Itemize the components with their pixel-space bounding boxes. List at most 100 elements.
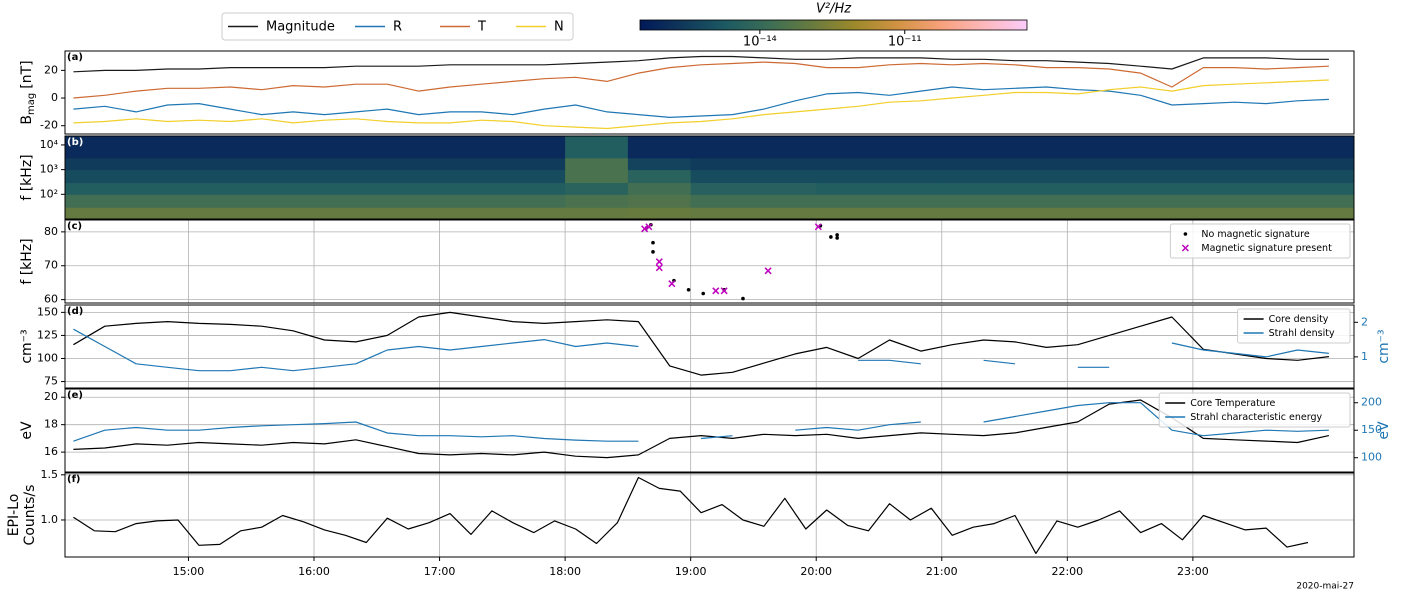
y-label: Counts/s xyxy=(22,485,38,546)
y-label-main: B xyxy=(19,115,35,125)
x-tick-label: 18:00 xyxy=(549,565,581,578)
heat-cell xyxy=(439,182,566,195)
heat-cell xyxy=(816,182,943,195)
point xyxy=(645,223,653,231)
point xyxy=(835,236,839,240)
y-tick-label: 1.0 xyxy=(41,513,59,526)
y-tick-label: 150 xyxy=(37,305,58,318)
heat-cell xyxy=(1192,194,1354,208)
y-tick-label: 18 xyxy=(44,418,58,431)
y-tick-label: 70 xyxy=(44,259,58,272)
legend-label: T xyxy=(477,20,486,35)
y-label: EPI-Lo xyxy=(6,494,22,537)
heat-cell xyxy=(565,157,629,171)
y-tick-label: 16 xyxy=(44,445,58,458)
point xyxy=(701,291,706,296)
point xyxy=(829,235,833,239)
x-tick-label: 23:00 xyxy=(1177,565,1209,578)
y-tick-label: 100 xyxy=(37,351,58,364)
heat-cell xyxy=(314,157,441,171)
heat-cell xyxy=(565,194,629,208)
legend-label: N xyxy=(554,20,564,35)
heat-cell xyxy=(439,169,566,184)
heat-cell xyxy=(565,207,629,219)
plot-area xyxy=(65,389,1354,472)
heat-cell xyxy=(941,194,1068,208)
heat-cell xyxy=(439,157,566,171)
panel-frame xyxy=(64,219,1355,304)
heat-cell xyxy=(188,194,315,208)
colorbar xyxy=(639,19,1028,31)
panel-frame xyxy=(64,388,1355,473)
heat-cell xyxy=(188,157,315,171)
series-line xyxy=(73,399,1330,459)
y-tick-label: 75 xyxy=(44,375,58,388)
series-line xyxy=(73,402,1329,442)
heat-cell xyxy=(690,169,817,184)
heat-cell xyxy=(816,207,943,219)
heat-cell xyxy=(188,169,315,184)
point xyxy=(651,250,655,254)
heat-cell xyxy=(65,194,189,208)
legend-label: Magnetic signature present xyxy=(1201,243,1332,254)
x-tick-label: 17:00 xyxy=(424,565,456,578)
heat-cell xyxy=(1192,182,1354,195)
heat-cell xyxy=(941,157,1068,171)
y-tick-label: 20 xyxy=(44,63,58,76)
heat-cell xyxy=(941,136,1068,159)
x-tick-label: 16:00 xyxy=(298,565,330,578)
heat-cell xyxy=(65,182,189,195)
point xyxy=(655,258,663,266)
heat-cell xyxy=(627,157,692,171)
y-label: f [kHz] xyxy=(19,154,35,200)
x-tick-label: 19:00 xyxy=(675,565,707,578)
y2-tick-label: 2 xyxy=(1361,315,1368,328)
series-line xyxy=(73,328,1329,372)
point xyxy=(686,287,691,292)
y-tick-label: 1.5 xyxy=(41,468,59,481)
heat-cell xyxy=(690,157,817,171)
heat-cell xyxy=(565,169,629,184)
heat-cell xyxy=(65,157,189,171)
point xyxy=(641,225,649,233)
heat-cell xyxy=(1067,136,1194,159)
heat-cell xyxy=(1067,194,1194,208)
plot-area xyxy=(73,55,1329,130)
heat-cell xyxy=(314,136,441,159)
legend-box xyxy=(1169,223,1351,259)
y2-tick-label: 200 xyxy=(1361,396,1382,409)
x-tick-label: 20:00 xyxy=(800,565,832,578)
x-tick-label: 22:00 xyxy=(1051,565,1083,578)
y2-label: eV xyxy=(1376,421,1392,440)
point xyxy=(835,233,839,237)
heat-cell xyxy=(314,194,441,208)
series-line xyxy=(73,79,1329,130)
panel-label: (c) xyxy=(67,221,82,232)
heat-cell xyxy=(816,157,943,171)
panel-frame xyxy=(64,304,1355,389)
heat-cell xyxy=(690,182,817,195)
heat-cell xyxy=(314,169,441,184)
colorbar-tick-label: 10⁻¹⁴ xyxy=(743,35,777,50)
plot-area xyxy=(65,305,1354,388)
point xyxy=(668,280,676,288)
panel-label: (e) xyxy=(67,390,83,401)
series-line xyxy=(73,476,1309,554)
point xyxy=(720,287,728,295)
heat-cell xyxy=(188,182,315,195)
legend-label: Magnitude xyxy=(266,20,335,35)
heat-cell xyxy=(941,169,1068,184)
panel-frame xyxy=(64,472,1355,558)
heat-cell xyxy=(1067,182,1194,195)
series-line xyxy=(73,311,1329,376)
heat-cell xyxy=(816,194,943,208)
legend-swatch xyxy=(1183,232,1188,236)
y-tick-label: 60 xyxy=(44,293,58,306)
y2-tick-label: 1 xyxy=(1361,350,1368,363)
point xyxy=(655,264,663,272)
y-label-unit: [nT] xyxy=(19,60,35,88)
heat-cell xyxy=(627,136,692,159)
y-label: cm⁻³ xyxy=(19,329,35,363)
heat-cell xyxy=(941,182,1068,195)
